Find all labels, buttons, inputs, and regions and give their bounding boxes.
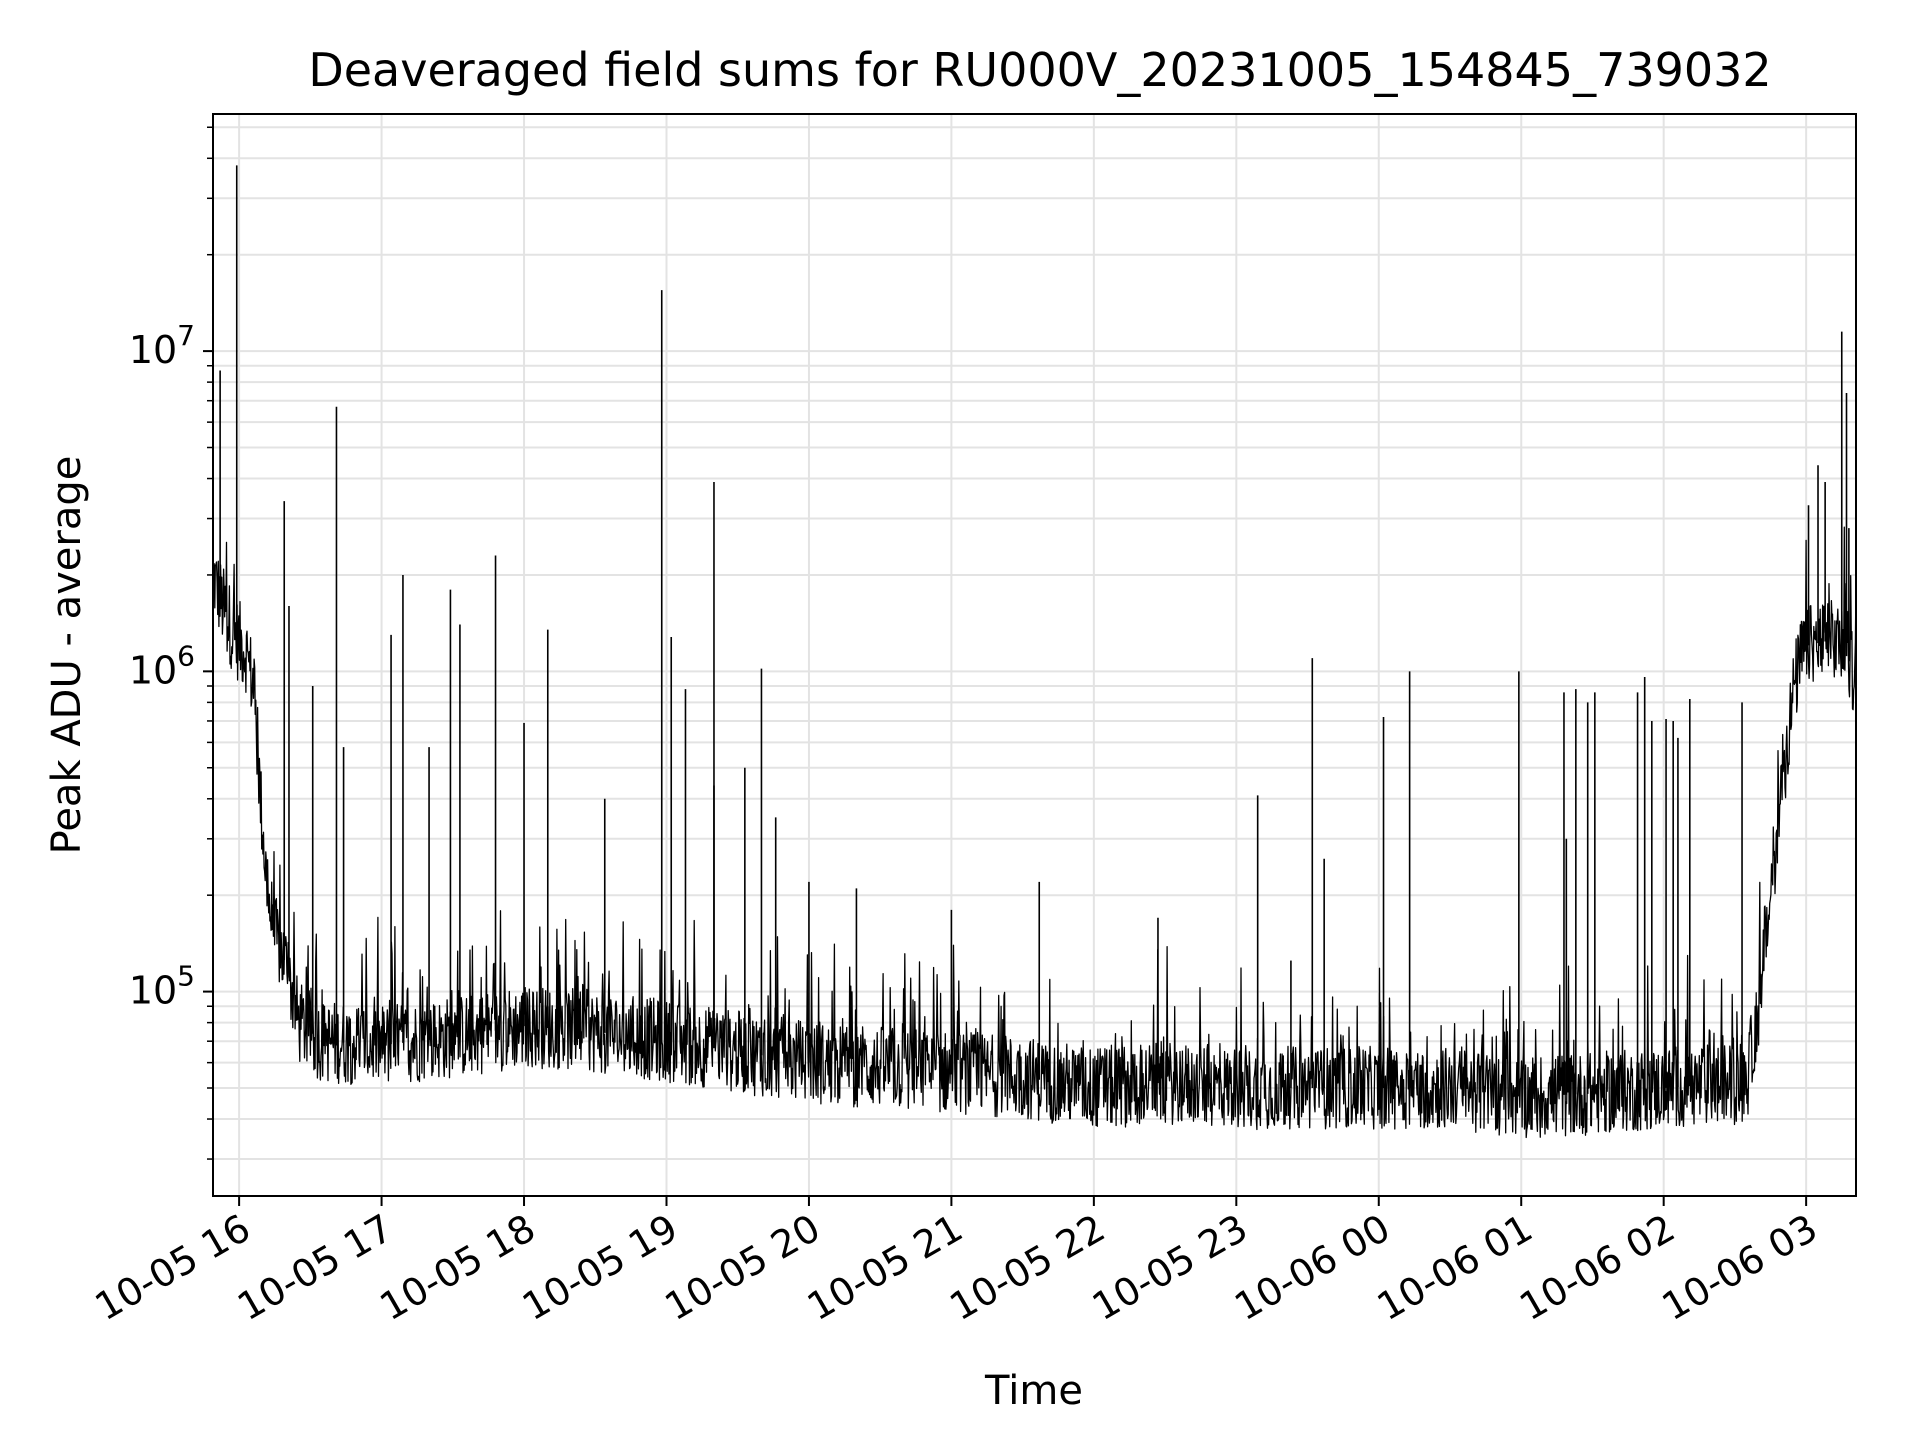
plot-area-frame [212, 113, 1857, 1197]
series-line [212, 526, 1857, 1139]
y-tick-label: 106 [129, 639, 195, 692]
y-axis-label: Peak ADU - average [44, 456, 90, 855]
y-tick-label: 105 [129, 960, 195, 1013]
chart-title: Deaveraged field sums for RU000V_2023100… [308, 43, 1771, 97]
y-axis: 105 106 107 [129, 126, 213, 1160]
x-axis-label: Time [984, 1368, 1083, 1414]
y-tick-label: 107 [129, 319, 195, 372]
series-layer [212, 165, 1857, 1139]
